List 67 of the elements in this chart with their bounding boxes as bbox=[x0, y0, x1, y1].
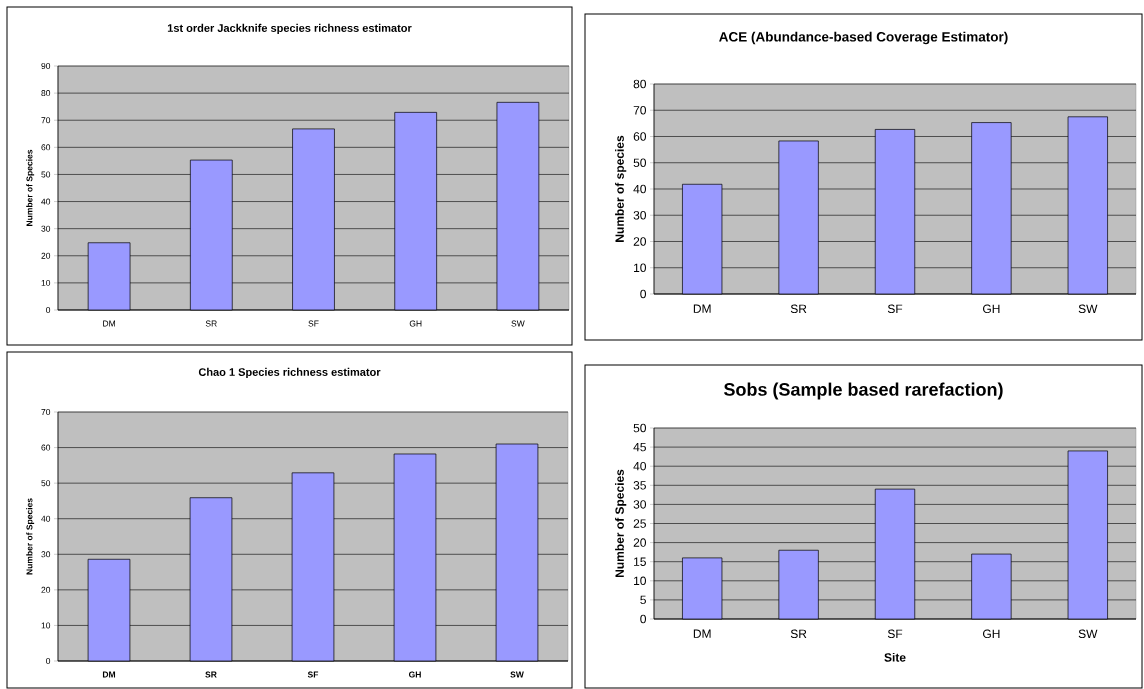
y-tick-label: 0 bbox=[46, 306, 51, 313]
y-tick-label: 35 bbox=[633, 481, 646, 490]
y-tick-label: 25 bbox=[633, 519, 646, 528]
x-tick-label: DM bbox=[693, 304, 711, 313]
y-tick-label: 10 bbox=[634, 263, 647, 272]
y-tick-label: 10 bbox=[41, 279, 51, 286]
y-tick-label: 20 bbox=[41, 252, 51, 259]
y-tick-label: 20 bbox=[633, 538, 647, 547]
x-tick-label: DM bbox=[103, 320, 116, 327]
y-tick-label: 30 bbox=[41, 551, 51, 558]
x-tick-label: GH bbox=[983, 629, 1000, 639]
y-tick-label: 5 bbox=[640, 595, 646, 605]
chart-title: Sobs (Sample based rarefaction) bbox=[723, 382, 1003, 400]
x-tick-label: SW bbox=[510, 671, 524, 678]
x-tick-label: SF bbox=[307, 671, 319, 678]
y-tick-label: 70 bbox=[633, 106, 647, 115]
y-tick-label: 40 bbox=[633, 461, 647, 471]
y-tick-label: 60 bbox=[41, 444, 51, 451]
y-tick-label: 10 bbox=[634, 576, 647, 586]
y-tick-label: 15 bbox=[634, 557, 646, 566]
x-tick-label: SW bbox=[511, 320, 525, 327]
x-tick-label: SR bbox=[790, 304, 807, 314]
x-tick-label: SR bbox=[205, 671, 217, 678]
y-axis-title: Number of Species bbox=[26, 149, 35, 226]
y-tick-label: 50 bbox=[41, 171, 51, 178]
y-tick-label: 90 bbox=[41, 63, 51, 70]
x-tick-label: SW bbox=[1078, 629, 1098, 639]
y-tick-label: 30 bbox=[633, 500, 647, 509]
y-tick-label: 50 bbox=[41, 480, 51, 487]
x-tick-label: DM bbox=[102, 671, 116, 678]
y-tick-label: 50 bbox=[633, 423, 647, 433]
y-tick-label: 40 bbox=[41, 515, 51, 522]
y-tick-label: 70 bbox=[41, 117, 51, 124]
y-tick-label: 0 bbox=[640, 289, 647, 299]
x-tick-label: SF bbox=[887, 304, 903, 314]
chart-title: Chao 1 Species richness estimator bbox=[198, 367, 381, 379]
chart-title: 1st order Jackknife species richness estimator bbox=[167, 23, 412, 35]
x-tick-label: GH bbox=[408, 671, 421, 678]
x-tick-label: GH bbox=[983, 304, 1000, 314]
y-tick-label: 60 bbox=[633, 132, 647, 141]
x-tick-label: DM bbox=[693, 629, 711, 638]
y-tick-label: 60 bbox=[41, 144, 51, 151]
y-tick-label: 0 bbox=[640, 614, 647, 624]
y-tick-label: 20 bbox=[41, 586, 51, 593]
y-tick-label: 70 bbox=[41, 409, 51, 415]
y-tick-label: 45 bbox=[633, 442, 646, 452]
chart-title: ACE (Abundance-based Coverage Estimator) bbox=[719, 31, 1008, 45]
x-tick-label: SF bbox=[308, 320, 319, 327]
y-tick-label: 40 bbox=[633, 184, 647, 194]
x-axis-title: Site bbox=[884, 652, 906, 662]
x-tick-label: SF bbox=[887, 629, 903, 639]
x-tick-label: SW bbox=[1078, 304, 1098, 314]
y-tick-label: 80 bbox=[41, 90, 51, 97]
y-tick-label: 10 bbox=[41, 622, 51, 629]
y-tick-label: 0 bbox=[46, 658, 51, 664]
x-tick-label: SR bbox=[790, 629, 807, 639]
y-axis-title: Number of Species bbox=[26, 498, 35, 575]
y-tick-label: 40 bbox=[41, 198, 51, 205]
y-axis-title: Number of Species bbox=[615, 469, 627, 578]
x-tick-label: SR bbox=[205, 320, 217, 327]
y-axis-title: Number of species bbox=[615, 135, 627, 242]
y-tick-label: 30 bbox=[633, 211, 647, 220]
y-tick-label: 30 bbox=[41, 225, 51, 232]
x-tick-label: GH bbox=[409, 320, 422, 327]
y-tick-label: 50 bbox=[633, 158, 647, 167]
y-tick-label: 80 bbox=[633, 79, 647, 89]
y-tick-label: 20 bbox=[633, 237, 647, 246]
